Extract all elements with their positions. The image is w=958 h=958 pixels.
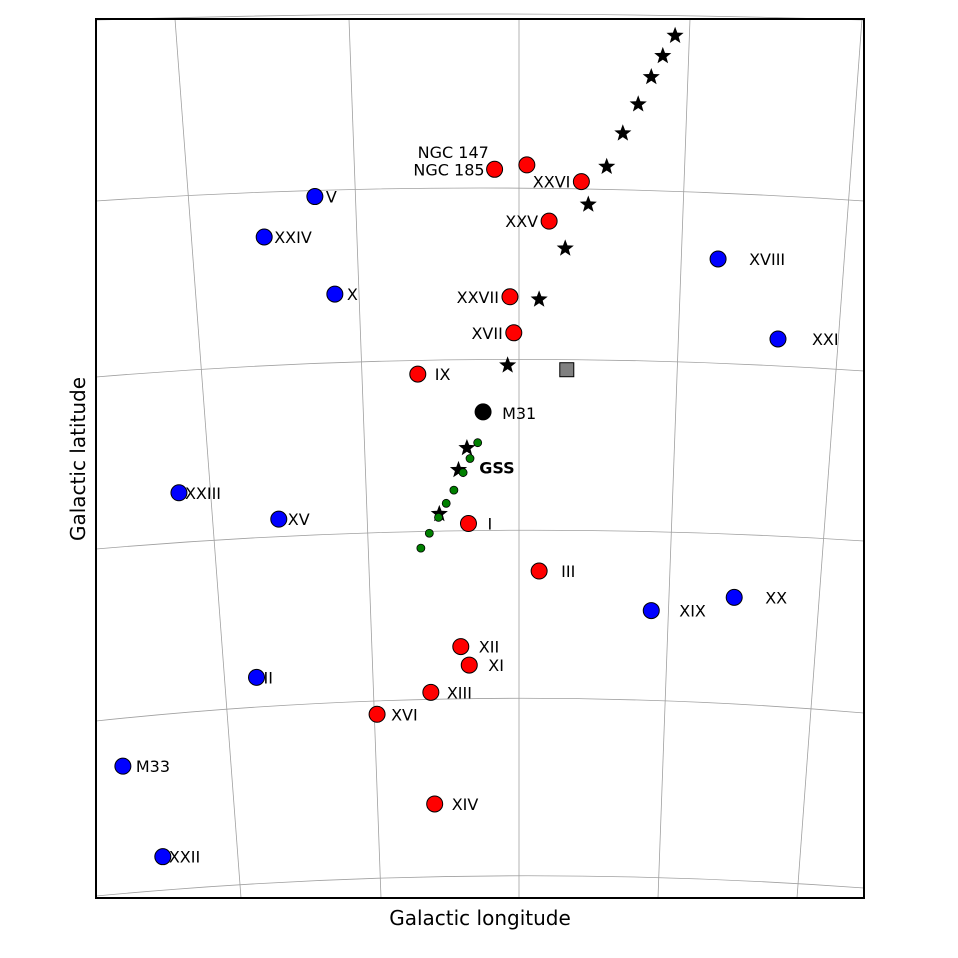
grid-line-7 [348, 18, 382, 899]
stream-star-marker [654, 46, 672, 64]
red-satellite-marker [459, 515, 477, 533]
grid-line-0 [95, 13, 865, 21]
stream-star-marker [598, 157, 616, 174]
stream-field-dot [416, 543, 426, 553]
point-label: NGC 147 [418, 143, 489, 162]
point-label: XX [765, 588, 787, 607]
stream-star-marker [642, 68, 660, 85]
y-axis-label: Galactic latitude [66, 377, 90, 541]
red-satellite-marker [518, 156, 536, 174]
point-label: XVII [471, 324, 502, 343]
x-axis-label: Galactic longitude [389, 906, 571, 930]
stream-field-dot [441, 498, 451, 508]
point-label: XI [488, 656, 504, 675]
blue-satellite-marker [170, 484, 188, 502]
stream-star-marker [530, 290, 548, 307]
grid-line-10 [796, 18, 863, 899]
grid-line-2 [95, 358, 865, 378]
blue-satellite-marker [114, 757, 132, 775]
point-label: M31 [502, 404, 536, 423]
red-satellite-marker [409, 365, 427, 383]
point-label: XXVI [533, 173, 571, 192]
blue-satellite-marker [725, 588, 743, 606]
point-label: XXIII [185, 484, 221, 503]
stream-field-dot [473, 438, 483, 448]
blue-satellite-marker [642, 602, 660, 620]
stream-field-dot [434, 512, 443, 522]
point-label: NGC 185 [413, 160, 484, 179]
stream-star-marker [430, 504, 448, 522]
point-label: XXIV [274, 228, 312, 247]
stream-field-dot [424, 528, 434, 538]
blue-satellite-marker [154, 848, 172, 866]
point-label: M33 [136, 757, 170, 776]
grid-line-3 [95, 529, 865, 550]
point-label: XIV [452, 795, 479, 814]
stream-field-dot [465, 454, 475, 463]
stream-field-dot [458, 468, 468, 477]
stream-star-marker [614, 124, 632, 141]
point-label: I [487, 515, 492, 534]
point-label: III [561, 562, 575, 581]
red-satellite-marker [368, 705, 386, 723]
point-label: XXI [812, 330, 839, 349]
red-satellite-marker [486, 160, 504, 178]
point-label: IX [435, 365, 451, 384]
red-satellite-marker [501, 288, 519, 306]
blue-satellite-marker [709, 250, 727, 268]
red-satellite-marker [422, 683, 440, 701]
point-label: XIII [447, 683, 472, 702]
blue-satellite-marker [769, 330, 787, 348]
stream-star-marker [629, 95, 647, 112]
plot-frame [95, 18, 865, 899]
blue-satellite-marker [270, 510, 288, 528]
point-label: XII [479, 638, 499, 657]
stream-star-marker [449, 460, 468, 478]
red-satellite-marker [540, 212, 558, 230]
point-label: XVI [391, 705, 418, 724]
stream-star-marker [458, 439, 476, 456]
stream-star-marker [579, 195, 597, 212]
point-label: V [326, 188, 337, 207]
point-label: XVIII [749, 250, 785, 269]
grid-line-6 [174, 18, 242, 899]
point-label: XIX [679, 602, 706, 621]
annotation-label: GSS [479, 458, 514, 477]
blue-satellite-marker [255, 228, 273, 246]
red-satellite-marker [505, 324, 523, 342]
point-label: XXV [505, 212, 538, 231]
gray-square-marker [559, 362, 575, 378]
blue-satellite-marker [326, 285, 344, 303]
grid-line-1 [95, 187, 865, 202]
grid-line-9 [657, 18, 691, 899]
stream-star-marker [556, 239, 574, 256]
red-satellite-marker [460, 656, 478, 674]
point-label: II [264, 668, 273, 687]
red-satellite-marker [530, 562, 548, 580]
grid-line-4 [95, 697, 865, 722]
point-label: XXII [169, 848, 200, 867]
point-label: XV [288, 510, 310, 529]
m31-marker [474, 403, 492, 421]
grid-line-5 [95, 875, 865, 897]
chart-marks [114, 26, 787, 866]
sky-grid [95, 13, 865, 899]
blue-satellite-marker [248, 668, 266, 686]
red-satellite-marker [426, 795, 444, 813]
point-label: X [347, 285, 358, 304]
stream-field-dot [449, 485, 459, 495]
red-satellite-marker [452, 638, 470, 656]
red-satellite-marker [572, 173, 590, 191]
stream-star-marker [499, 356, 517, 373]
point-label: XXVII [457, 288, 499, 307]
stream-star-marker [666, 26, 684, 43]
blue-satellite-marker [306, 188, 324, 206]
